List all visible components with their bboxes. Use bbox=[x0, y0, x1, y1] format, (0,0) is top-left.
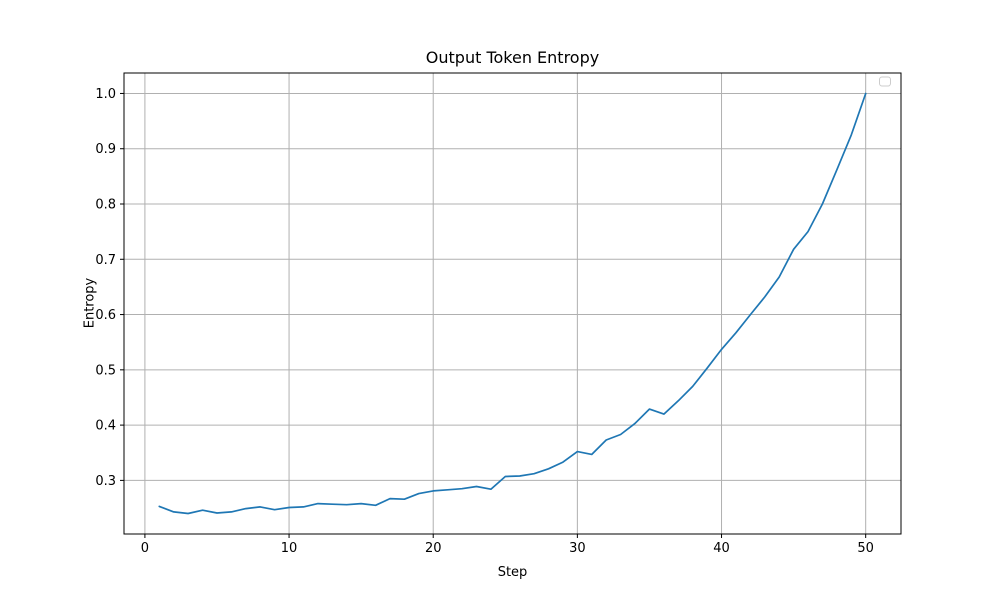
y-tick-label: 0.4 bbox=[95, 419, 116, 434]
y-tick-label: 0.7 bbox=[95, 253, 116, 268]
x-tick-label: 10 bbox=[281, 541, 298, 556]
y-tick-label: 0.8 bbox=[95, 198, 116, 213]
y-tick-label: 1.0 bbox=[95, 87, 116, 102]
x-tick-label: 50 bbox=[857, 541, 874, 556]
y-axis-label: Entropy bbox=[82, 277, 98, 329]
legend-box bbox=[879, 76, 891, 87]
x-tick-label: 20 bbox=[425, 541, 442, 556]
y-tick-label: 0.5 bbox=[95, 363, 116, 378]
y-tick-label: 0.6 bbox=[95, 308, 116, 323]
x-axis-label: Step bbox=[497, 565, 528, 580]
x-tick-label: 30 bbox=[569, 541, 586, 556]
x-tick-label: 40 bbox=[713, 541, 730, 556]
y-tick-label: 0.3 bbox=[95, 474, 116, 489]
entropy-line bbox=[158, 92, 867, 515]
y-tick-label: 0.9 bbox=[95, 142, 116, 157]
x-tick-label: 0 bbox=[141, 541, 149, 556]
chart-title: Output Token Entropy bbox=[425, 48, 600, 67]
axes-frame bbox=[123, 72, 902, 535]
